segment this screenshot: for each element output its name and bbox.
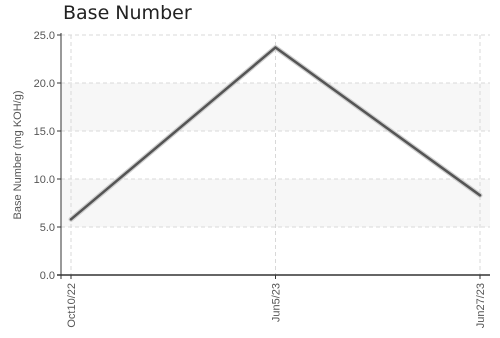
y-tick-label: 10.0 bbox=[34, 174, 55, 186]
chart-title: Base Number bbox=[63, 2, 192, 24]
x-tick-label: Jun27/23 bbox=[475, 283, 487, 328]
y-axis-label: Base Number (mg KOH/g) bbox=[12, 91, 24, 220]
data-point bbox=[274, 46, 277, 49]
grid-lines bbox=[61, 34, 490, 275]
x-tick-labels: Oct10/22 Jun5/23 Jun27/23 bbox=[66, 275, 487, 328]
x-tick-label: Oct10/22 bbox=[66, 283, 78, 328]
x-tick-label: Jun5/23 bbox=[271, 283, 283, 322]
axes bbox=[57, 33, 490, 279]
y-tick-label: 15.0 bbox=[34, 126, 55, 138]
y-tick-label: 5.0 bbox=[40, 222, 55, 234]
y-tick-label: 20.0 bbox=[34, 78, 55, 90]
data-point bbox=[478, 194, 482, 197]
series-line-group bbox=[68, 44, 483, 222]
data-point bbox=[69, 218, 73, 221]
y-tick-labels: 0.0 5.0 10.0 15.0 20.0 25.0 bbox=[34, 30, 61, 282]
y-tick-label: 0.0 bbox=[40, 270, 55, 282]
y-tick-label: 25.0 bbox=[34, 30, 55, 42]
